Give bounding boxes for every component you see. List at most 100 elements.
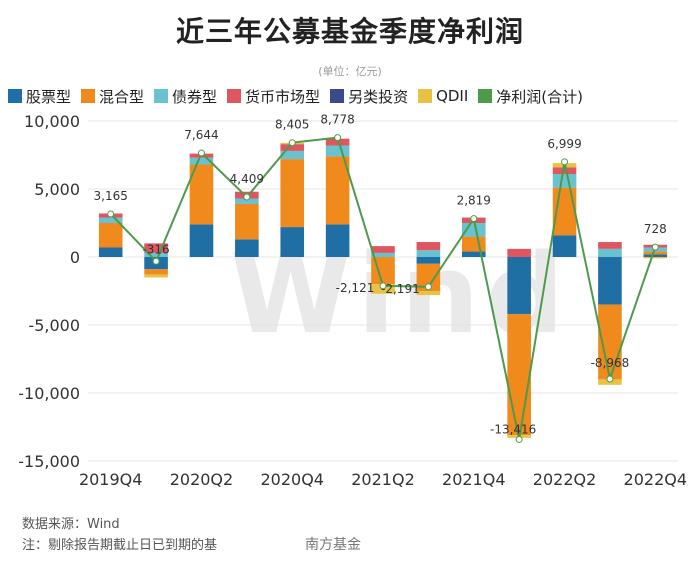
x-tick-label: 2022Q2 <box>533 470 597 489</box>
bar-segment <box>598 257 622 305</box>
bar-segment <box>598 242 622 249</box>
legend-label: 债券型 <box>172 87 218 106</box>
legend-swatch <box>227 89 242 103</box>
line-point <box>606 375 614 383</box>
legend-label: 混合型 <box>99 87 145 106</box>
line-point <box>243 193 251 201</box>
bar-segment <box>643 251 668 255</box>
legend-label: 另类投资 <box>348 87 409 106</box>
chart-plot: 10,000 5,000 0 -5,000 -10,000 -15,000 3,165 -31… <box>18 112 688 489</box>
data-label: -316 <box>142 242 169 256</box>
bar-segment <box>507 314 531 436</box>
chart-legend: 股票型 混合型 债券型 货币市场型 另类投资 QDII 净利润(合计) <box>8 84 698 108</box>
data-label: 6,999 <box>547 137 581 151</box>
bar-segment <box>144 243 168 253</box>
legend-swatch <box>81 89 96 103</box>
line-point <box>152 257 160 265</box>
bar-segment <box>280 159 305 228</box>
data-label: 7,644 <box>184 128 218 142</box>
line-point <box>515 435 523 443</box>
bar-segment <box>325 156 350 225</box>
data-label: 8,778 <box>320 113 354 127</box>
y-tick-label: 0 <box>70 248 80 267</box>
bar-segment <box>416 291 441 296</box>
legend-swatch <box>418 89 433 103</box>
data-label: 8,405 <box>275 118 309 132</box>
bar-segment <box>189 224 214 257</box>
data-label: -8,968 <box>591 356 630 370</box>
data-label: 3,165 <box>94 189 128 203</box>
y-tick-label: 5,000 <box>34 180 80 199</box>
bar-segment <box>416 257 441 264</box>
bar-segment <box>189 164 214 225</box>
x-tick-label: 2022Q4 <box>624 470 688 489</box>
bar-segment <box>461 251 486 257</box>
data-source-note: 数据来源：Wind <box>22 517 120 532</box>
bar-segment <box>325 224 350 257</box>
line-point <box>288 139 296 147</box>
legend-item: 货币市场型 <box>227 86 320 107</box>
legend-item: 股票型 <box>8 86 71 107</box>
bar-segment <box>643 257 668 259</box>
x-tick-label: 2019Q4 <box>79 470 143 489</box>
x-tick-label: 2020Q4 <box>260 470 324 489</box>
bar-segment <box>416 242 441 251</box>
data-label: -13,416 <box>490 422 536 436</box>
bar-segment <box>507 257 531 315</box>
bar-segment <box>144 269 168 275</box>
bar-segment <box>643 254 668 257</box>
legend-swatch <box>330 89 345 103</box>
legend-swatch <box>154 89 169 103</box>
line-point <box>470 215 478 223</box>
legend-label: 股票型 <box>26 87 72 106</box>
line-point <box>424 283 432 291</box>
legend-label: QDII <box>436 87 469 105</box>
bar-segment <box>235 203 259 240</box>
legend-item: 净利润(合计) <box>478 86 583 107</box>
legend-swatch <box>8 89 22 103</box>
bar-segment <box>144 252 168 257</box>
legend-item: 另类投资 <box>330 86 408 107</box>
bar-segment <box>144 274 168 278</box>
bar-segment <box>98 247 123 257</box>
line-point <box>379 282 387 290</box>
legend-swatch <box>478 89 493 103</box>
bar-segment <box>235 239 259 257</box>
legend-item: QDII <box>418 87 468 105</box>
bar-segment <box>325 145 350 157</box>
bar-segment <box>461 236 486 252</box>
bar-segment <box>280 150 305 160</box>
data-label: -2,121 <box>336 281 375 295</box>
footnote: 注：剔除报告期截止日已到期的基 <box>22 538 218 553</box>
legend-label: 净利润(合计) <box>496 87 584 106</box>
bar-segment <box>416 250 441 257</box>
x-tick-label: 2021Q4 <box>442 470 506 489</box>
bar-segment <box>416 263 441 291</box>
chart-title: 近三年公募基金季度净利润 <box>175 15 524 48</box>
y-tick-label: -15,000 <box>18 452 80 471</box>
y-tick-label: -10,000 <box>18 384 80 403</box>
brand-watermark: 南方基金 <box>305 537 361 553</box>
bar-segment <box>598 248 622 257</box>
bar-segment <box>371 252 395 257</box>
bar-segment <box>280 144 305 151</box>
line-point <box>107 210 115 218</box>
line-point <box>334 134 342 142</box>
bar-segment <box>98 217 123 223</box>
y-tick-label: 10,000 <box>24 112 80 131</box>
data-label: 4,409 <box>230 172 264 186</box>
line-point <box>651 243 659 251</box>
bar-segment <box>507 248 531 257</box>
bar-segment <box>371 246 395 253</box>
data-label: 728 <box>644 222 667 236</box>
legend-label: 货币市场型 <box>245 87 321 106</box>
bar-segment <box>235 198 259 204</box>
bar-segment <box>552 174 577 188</box>
line-point <box>561 158 569 166</box>
bar-segment <box>552 167 577 175</box>
y-tick-label: -5,000 <box>28 316 80 335</box>
data-label: -2,191 <box>381 282 420 296</box>
bar-segment <box>189 157 214 165</box>
legend-item: 债券型 <box>154 86 217 107</box>
legend-item: 混合型 <box>81 86 144 107</box>
